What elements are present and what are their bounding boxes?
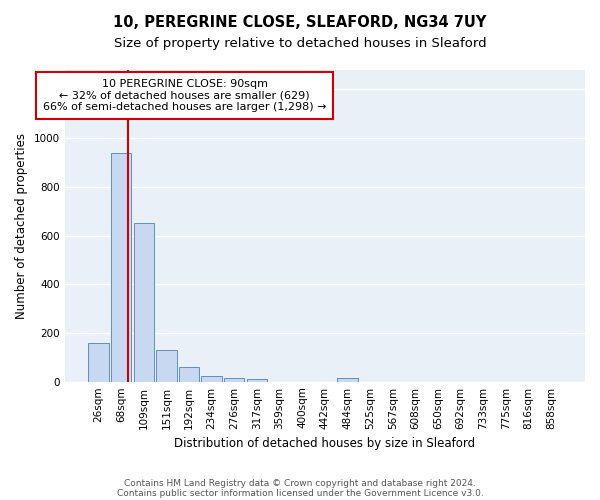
Text: 10 PEREGRINE CLOSE: 90sqm
← 32% of detached houses are smaller (629)
66% of semi: 10 PEREGRINE CLOSE: 90sqm ← 32% of detac…: [43, 79, 326, 112]
Text: Contains public sector information licensed under the Government Licence v3.0.: Contains public sector information licen…: [116, 488, 484, 498]
Bar: [202, 376, 222, 382]
Bar: [224, 378, 244, 382]
Bar: [247, 379, 267, 382]
Bar: [111, 153, 131, 382]
Bar: [156, 350, 176, 382]
Y-axis label: Number of detached properties: Number of detached properties: [15, 133, 28, 319]
Text: Contains HM Land Registry data © Crown copyright and database right 2024.: Contains HM Land Registry data © Crown c…: [124, 478, 476, 488]
Bar: [179, 367, 199, 382]
Bar: [88, 342, 109, 382]
X-axis label: Distribution of detached houses by size in Sleaford: Distribution of detached houses by size …: [174, 437, 475, 450]
Bar: [337, 378, 358, 382]
Text: 10, PEREGRINE CLOSE, SLEAFORD, NG34 7UY: 10, PEREGRINE CLOSE, SLEAFORD, NG34 7UY: [113, 15, 487, 30]
Text: Size of property relative to detached houses in Sleaford: Size of property relative to detached ho…: [113, 38, 487, 51]
Bar: [134, 224, 154, 382]
